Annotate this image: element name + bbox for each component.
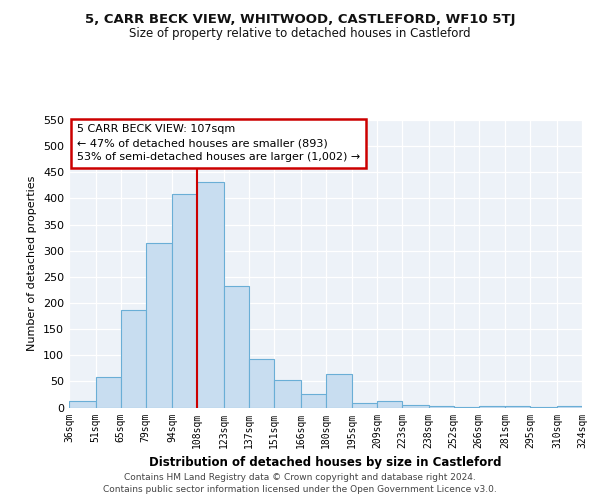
Text: Contains public sector information licensed under the Open Government Licence v3: Contains public sector information licen… [103,485,497,494]
Y-axis label: Number of detached properties: Number of detached properties [28,176,37,352]
Bar [325,374,352,408]
Bar [274,380,301,407]
Bar [197,182,224,408]
Bar [249,359,274,408]
Text: Contains HM Land Registry data © Crown copyright and database right 2024.: Contains HM Land Registry data © Crown c… [124,472,476,482]
Bar [377,401,402,407]
Bar [454,407,479,408]
Bar [121,310,146,408]
Bar [301,394,325,407]
X-axis label: Distribution of detached houses by size in Castleford: Distribution of detached houses by size … [149,456,502,469]
Bar [505,406,530,407]
Bar [146,243,172,408]
Bar [479,406,505,408]
Bar [172,194,197,408]
Bar [530,407,557,408]
Bar [224,286,249,408]
Text: 5 CARR BECK VIEW: 107sqm
← 47% of detached houses are smaller (893)
53% of semi-: 5 CARR BECK VIEW: 107sqm ← 47% of detach… [77,124,360,162]
Bar [69,401,96,407]
Bar [352,404,377,407]
Text: 5, CARR BECK VIEW, WHITWOOD, CASTLEFORD, WF10 5TJ: 5, CARR BECK VIEW, WHITWOOD, CASTLEFORD,… [85,12,515,26]
Text: Size of property relative to detached houses in Castleford: Size of property relative to detached ho… [129,28,471,40]
Bar [96,376,121,408]
Bar [429,406,454,407]
Bar [402,405,429,407]
Bar [557,406,582,408]
